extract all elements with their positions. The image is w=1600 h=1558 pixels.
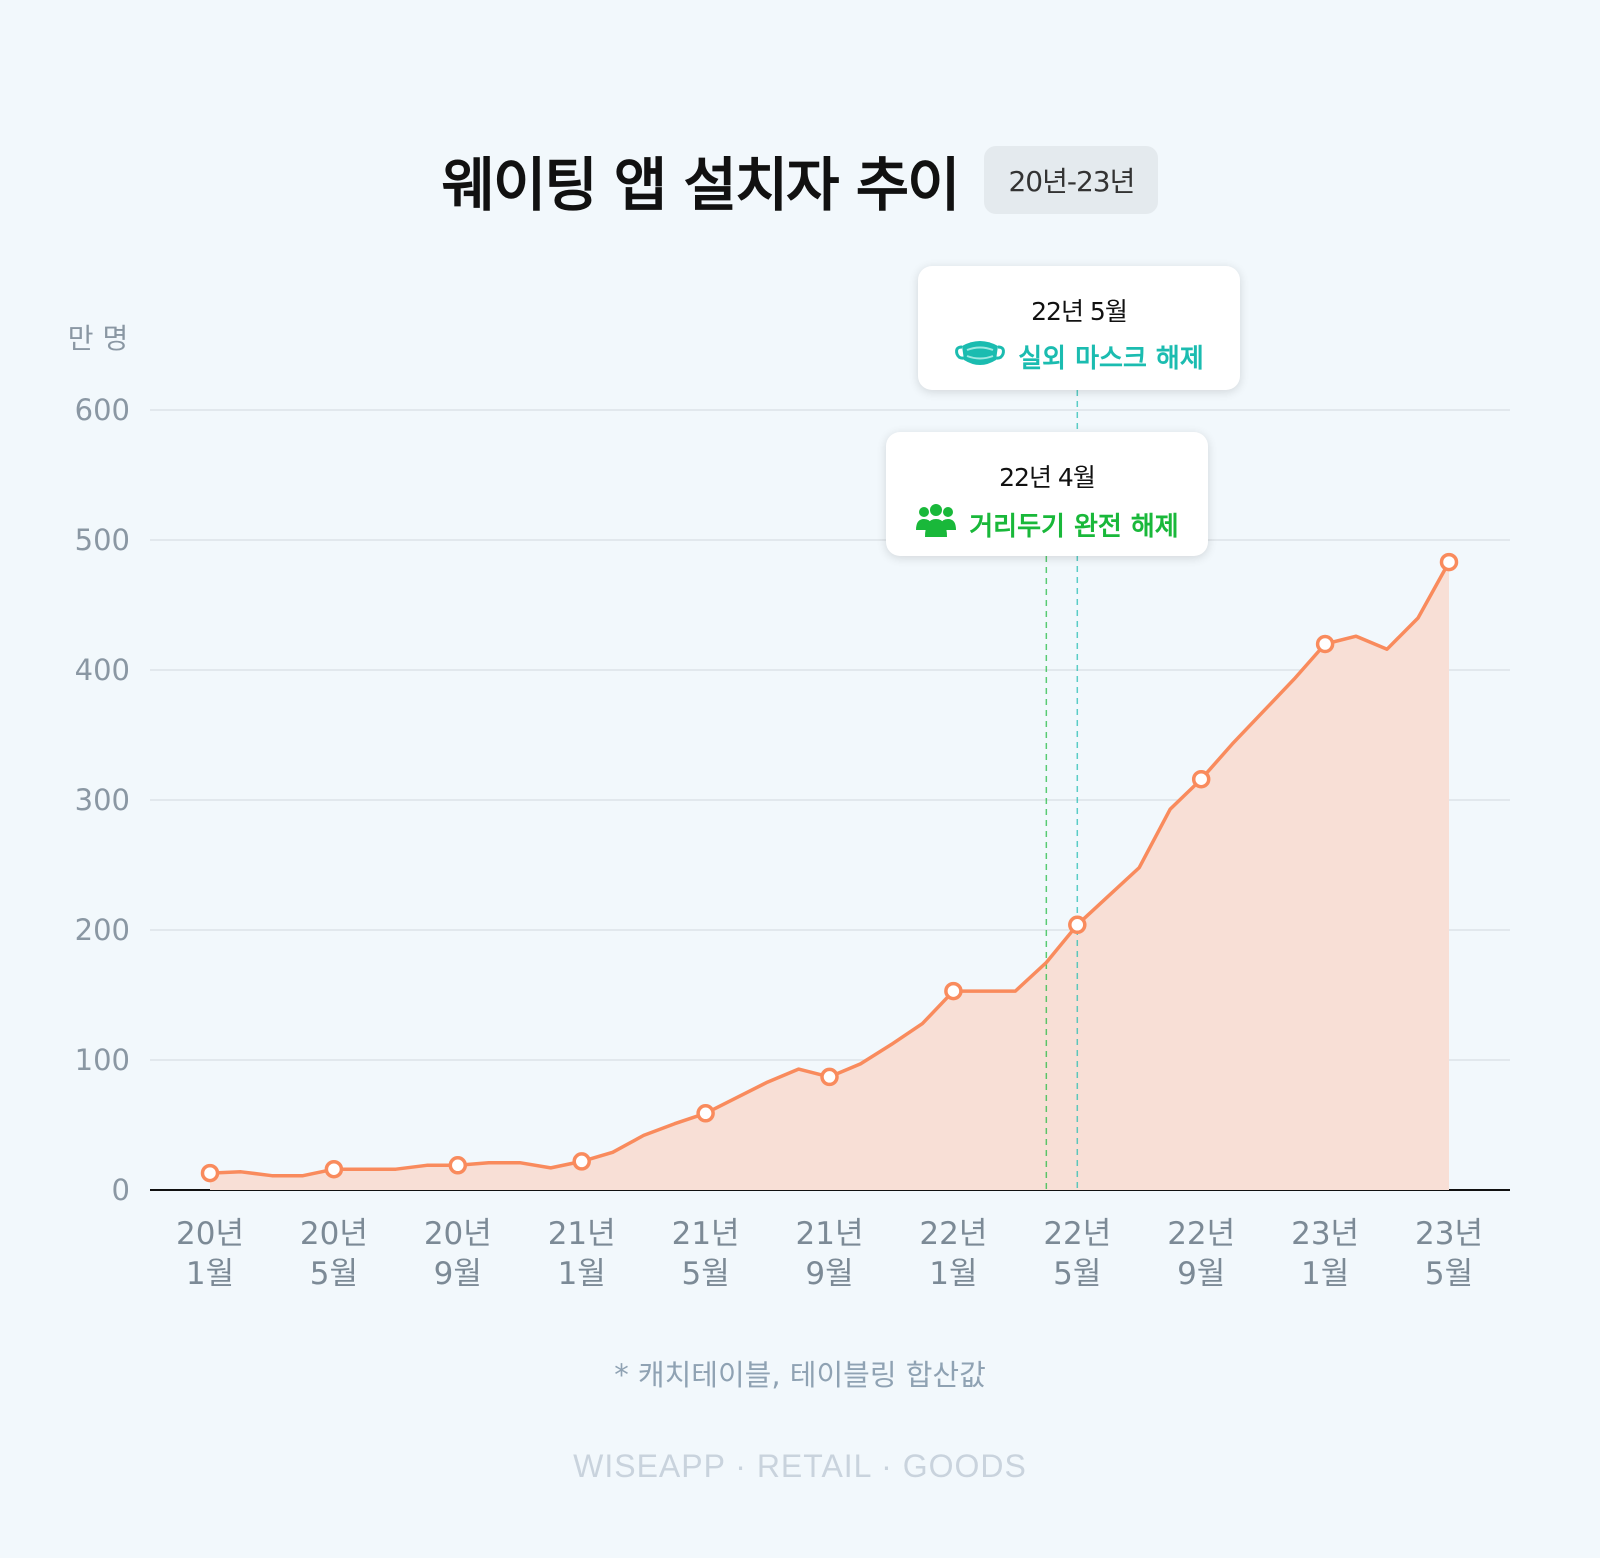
x-tick-label-year: 22년 [919, 1216, 987, 1252]
event-card-mask: 22년 5월 실외 마스크 해제 [918, 266, 1240, 390]
y-tick-label: 300 [75, 783, 130, 817]
y-tick-label: 600 [75, 393, 130, 427]
x-tick-label-year: 23년 [1415, 1216, 1483, 1252]
people-icon [915, 504, 957, 545]
y-tick-label: 200 [75, 913, 130, 947]
mask-icon [954, 338, 1006, 375]
data-point [448, 1156, 468, 1175]
y-tick-label: 100 [75, 1043, 130, 1077]
period-badge: 20년-23년 [984, 146, 1159, 214]
x-tick-label-year: 23년 [1291, 1216, 1359, 1252]
event-label-row: 거리두기 완전 해제 [886, 504, 1208, 545]
data-point [1315, 634, 1335, 654]
y-tick-label: 0 [112, 1173, 130, 1207]
x-tick-label-month: 9월 [805, 1256, 853, 1292]
event-date: 22년 4월 [999, 463, 1096, 492]
x-tick-label-month: 1월 [558, 1256, 606, 1292]
data-point [944, 981, 963, 1001]
y-tick-label: 400 [75, 653, 130, 687]
event-label-text: 실외 마스크 해제 [1018, 344, 1204, 374]
x-tick-label-year: 22년 [1167, 1216, 1235, 1252]
x-tick-label-year: 21년 [672, 1216, 740, 1252]
footnote: * 캐치테이블, 테이블링 합산값 [614, 1358, 986, 1392]
x-tick-label-year: 21년 [548, 1216, 616, 1252]
x-tick-label-month: 1월 [1301, 1256, 1349, 1292]
chart-title: 웨이팅 앱 설치자 추이 [441, 151, 961, 219]
y-unit-label: 만 명 [68, 322, 128, 355]
event-date: 22년 5월 [1031, 297, 1128, 326]
x-tick-label-month: 5월 [681, 1256, 729, 1292]
x-tick-label-year: 22년 [1043, 1216, 1111, 1252]
marker-layer [200, 552, 1459, 1183]
data-point [1439, 552, 1459, 572]
area-fill [210, 562, 1449, 1190]
x-tick-label-year: 20년 [176, 1216, 244, 1252]
event-label-text: 거리두기 완전 해제 [969, 512, 1179, 542]
y-tick-label: 500 [75, 523, 130, 557]
data-point [1191, 769, 1211, 789]
data-point [324, 1159, 344, 1179]
x-tick-label-month: 9월 [1177, 1256, 1225, 1292]
x-tick-label-year: 21년 [796, 1216, 864, 1252]
data-point [572, 1152, 591, 1171]
brand-watermark: WISEAPP · RETAIL · GOODS [573, 1448, 1027, 1484]
title-row: 웨이팅 앱 설치자 추이 20년-23년 [0, 138, 1600, 222]
area-layer [210, 562, 1449, 1190]
x-tick-label-month: 5월 [1425, 1256, 1473, 1292]
data-point [200, 1163, 220, 1183]
x-tick-label-month: 9월 [434, 1256, 482, 1292]
x-tick-label-year: 20년 [424, 1216, 492, 1252]
label-layer: 만 명 0 100 200 300 400 500 600 20년 1월 20년 5월 20년 9월 21년… [68, 322, 1483, 1292]
x-tick-label-month: 1월 [186, 1256, 234, 1292]
event-card-distancing: 22년 4월 거리두기 완전 해제 [886, 432, 1208, 556]
event-label-row: 실외 마스크 해제 [918, 338, 1240, 375]
x-tick-label-month: 5월 [310, 1256, 358, 1292]
x-tick-label-month: 5월 [1053, 1256, 1101, 1292]
x-tick-label-month: 1월 [929, 1256, 977, 1292]
data-point [820, 1067, 839, 1087]
x-tick-label-year: 20년 [300, 1216, 368, 1252]
data-point [1068, 915, 1087, 935]
data-point [696, 1104, 715, 1123]
